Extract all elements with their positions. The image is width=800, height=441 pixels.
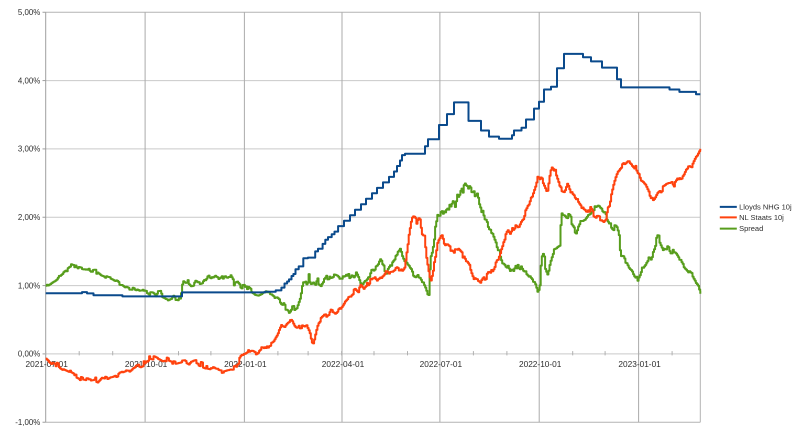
svg-text:NL Staats 10j: NL Staats 10j — [739, 213, 784, 222]
svg-text:3,00%: 3,00% — [18, 145, 40, 154]
svg-text:1,00%: 1,00% — [18, 281, 40, 290]
svg-text:Lloyds NHG 10j: Lloyds NHG 10j — [739, 203, 792, 212]
svg-text:2023-01-01: 2023-01-01 — [618, 359, 661, 369]
svg-text:2022-04-01: 2022-04-01 — [322, 359, 365, 369]
svg-text:2022-07-01: 2022-07-01 — [420, 359, 463, 369]
svg-text:-1,00%: -1,00% — [15, 418, 40, 427]
svg-text:0,00%: 0,00% — [18, 350, 40, 359]
svg-text:2021-07-01: 2021-07-01 — [25, 359, 68, 369]
svg-text:Spread: Spread — [739, 224, 763, 233]
svg-text:2,00%: 2,00% — [18, 213, 40, 222]
svg-text:2022-01-01: 2022-01-01 — [224, 359, 267, 369]
svg-text:2022-10-01: 2022-10-01 — [519, 359, 562, 369]
svg-text:5,00%: 5,00% — [18, 8, 40, 17]
svg-text:4,00%: 4,00% — [18, 76, 40, 85]
